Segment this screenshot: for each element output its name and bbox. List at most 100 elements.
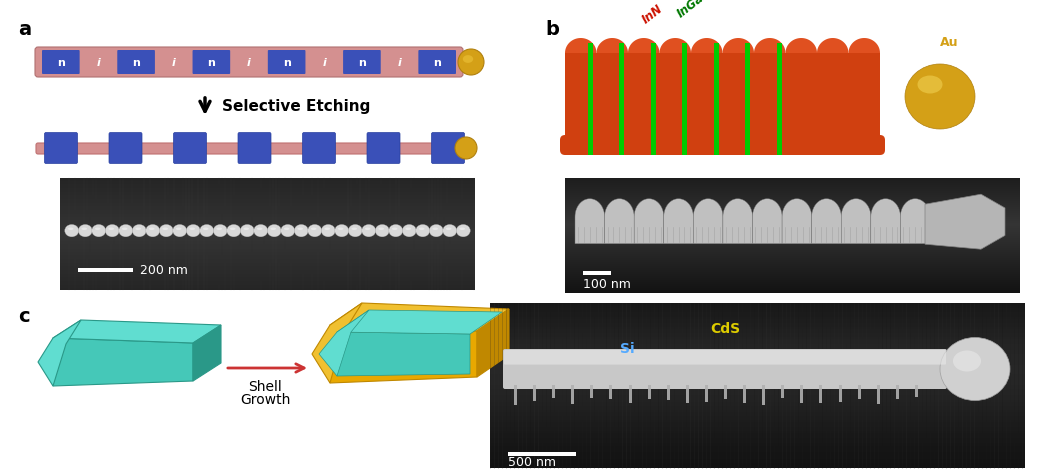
Bar xyxy=(60,266,475,267)
Bar xyxy=(60,249,475,250)
FancyBboxPatch shape xyxy=(504,350,946,365)
FancyBboxPatch shape xyxy=(560,135,885,155)
Polygon shape xyxy=(337,332,470,376)
Ellipse shape xyxy=(254,224,268,237)
Ellipse shape xyxy=(244,228,249,230)
Bar xyxy=(491,448,1025,449)
Bar xyxy=(491,403,1025,404)
Bar xyxy=(491,360,1025,361)
Bar xyxy=(60,284,475,285)
Bar xyxy=(60,238,475,239)
Ellipse shape xyxy=(918,76,943,94)
Bar xyxy=(565,222,1020,223)
Bar xyxy=(491,433,1025,434)
Bar xyxy=(619,43,624,155)
Bar xyxy=(565,217,1020,218)
Polygon shape xyxy=(785,38,817,53)
Ellipse shape xyxy=(405,228,411,230)
Bar xyxy=(565,288,1020,289)
Bar xyxy=(491,317,1025,318)
Bar xyxy=(491,385,1025,386)
Bar xyxy=(60,216,475,217)
Polygon shape xyxy=(330,303,509,331)
Bar xyxy=(565,201,1020,202)
Bar xyxy=(491,423,1025,424)
Bar xyxy=(491,419,1025,420)
Ellipse shape xyxy=(455,137,477,159)
Bar xyxy=(565,195,1020,196)
Bar xyxy=(491,458,1025,459)
Bar xyxy=(491,439,1025,440)
Bar xyxy=(60,180,475,181)
Polygon shape xyxy=(694,199,723,244)
Polygon shape xyxy=(664,199,694,244)
Bar xyxy=(60,252,475,253)
Bar xyxy=(60,203,475,204)
Bar xyxy=(667,385,670,400)
Bar xyxy=(565,285,1020,286)
Bar xyxy=(491,388,1025,389)
Ellipse shape xyxy=(910,99,929,114)
Ellipse shape xyxy=(268,224,281,237)
Bar xyxy=(491,402,1025,403)
Polygon shape xyxy=(925,194,1005,249)
Bar xyxy=(565,237,1020,238)
FancyBboxPatch shape xyxy=(239,133,271,163)
Ellipse shape xyxy=(200,224,214,237)
Bar xyxy=(491,376,1025,377)
Text: b: b xyxy=(545,20,559,39)
Bar xyxy=(60,269,475,270)
Bar xyxy=(491,352,1025,353)
Bar xyxy=(491,409,1025,410)
Bar xyxy=(565,216,1020,217)
Bar xyxy=(565,178,1020,179)
Bar xyxy=(491,379,1025,380)
Bar xyxy=(60,259,475,260)
FancyBboxPatch shape xyxy=(343,50,381,74)
FancyBboxPatch shape xyxy=(503,349,947,389)
Ellipse shape xyxy=(160,224,173,237)
Bar xyxy=(60,283,475,284)
Bar xyxy=(705,385,708,399)
Bar xyxy=(491,358,1025,359)
Bar xyxy=(60,278,475,279)
Ellipse shape xyxy=(913,72,937,92)
Bar xyxy=(60,251,475,252)
Ellipse shape xyxy=(379,228,384,230)
Bar xyxy=(60,220,475,221)
Bar xyxy=(491,434,1025,435)
FancyBboxPatch shape xyxy=(418,50,456,74)
Bar xyxy=(491,354,1025,355)
Ellipse shape xyxy=(122,228,128,230)
Bar xyxy=(491,411,1025,412)
Bar xyxy=(491,335,1025,336)
Ellipse shape xyxy=(392,228,397,230)
Polygon shape xyxy=(782,199,812,244)
Ellipse shape xyxy=(432,228,438,230)
Text: n: n xyxy=(207,57,216,67)
Ellipse shape xyxy=(176,228,181,230)
Bar xyxy=(60,268,475,269)
Bar xyxy=(565,253,1020,254)
Bar xyxy=(491,356,1025,357)
Polygon shape xyxy=(754,38,785,53)
Bar xyxy=(491,397,1025,398)
Bar xyxy=(60,282,475,283)
Bar xyxy=(565,270,1020,271)
Bar xyxy=(491,436,1025,437)
Bar xyxy=(491,342,1025,343)
Text: Shell: Shell xyxy=(248,380,282,394)
Bar xyxy=(565,233,1020,234)
Bar xyxy=(565,190,1020,191)
Bar xyxy=(491,467,1025,468)
Bar xyxy=(491,412,1025,413)
Bar xyxy=(491,334,1025,335)
Bar xyxy=(491,364,1025,365)
Bar xyxy=(491,451,1025,452)
Bar xyxy=(565,196,1020,197)
Bar xyxy=(491,368,1025,369)
Polygon shape xyxy=(848,38,880,53)
Ellipse shape xyxy=(284,228,289,230)
Ellipse shape xyxy=(463,55,473,63)
Text: Selective Etching: Selective Etching xyxy=(222,99,370,114)
